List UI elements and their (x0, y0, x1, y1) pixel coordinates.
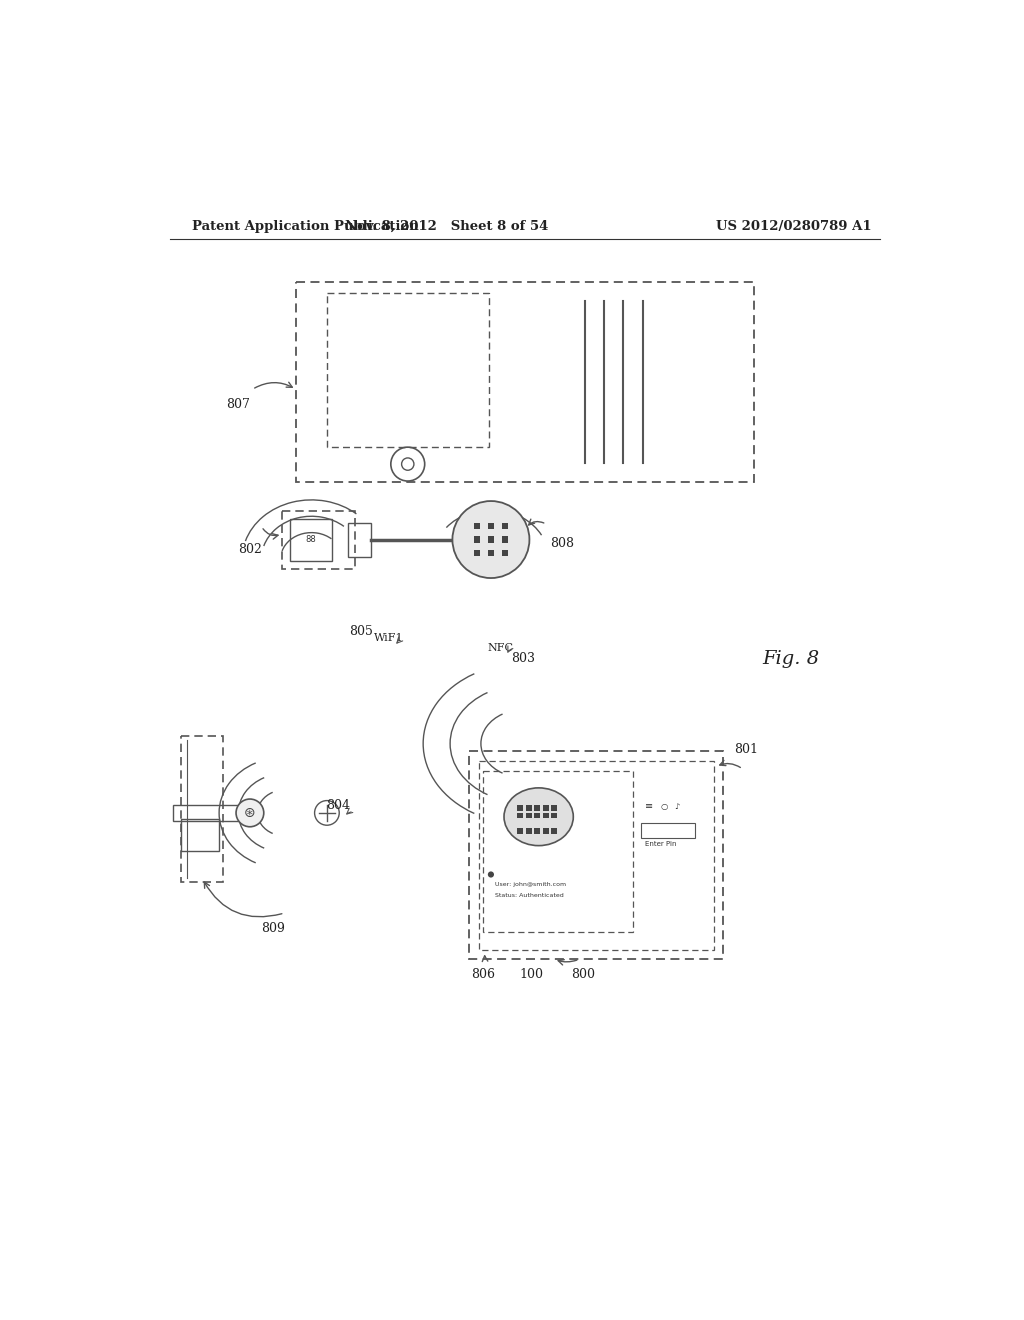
Circle shape (237, 799, 264, 826)
Bar (474, 536, 480, 543)
Bar (483, 771, 634, 932)
Bar (502, 536, 508, 543)
Bar (348, 523, 371, 557)
Bar (290, 519, 333, 561)
Text: 100: 100 (519, 968, 543, 981)
Bar (180, 737, 223, 882)
Text: 807: 807 (226, 399, 250, 412)
Text: ⊛: ⊛ (244, 807, 256, 820)
Text: ○: ○ (660, 803, 668, 810)
Bar (535, 829, 541, 834)
Text: Enter Pin: Enter Pin (645, 841, 677, 846)
Text: 802: 802 (238, 543, 262, 556)
Bar (283, 511, 355, 569)
Bar (551, 829, 557, 834)
Bar (327, 293, 488, 447)
Bar (551, 813, 557, 818)
Bar (173, 805, 258, 821)
Bar (502, 523, 508, 529)
Text: ≡: ≡ (645, 801, 653, 810)
Bar (525, 813, 531, 818)
Text: Fig. 8: Fig. 8 (762, 649, 819, 668)
Bar (487, 550, 494, 557)
Bar (474, 523, 480, 529)
Text: 800: 800 (571, 968, 595, 981)
Text: Status: Authenticated: Status: Authenticated (495, 892, 563, 898)
Bar (487, 536, 494, 543)
Bar (517, 829, 523, 834)
Bar (517, 813, 523, 818)
Bar (641, 822, 695, 838)
Bar (543, 813, 549, 818)
Circle shape (453, 502, 529, 578)
Text: 805: 805 (349, 626, 374, 639)
Text: NFC: NFC (487, 643, 513, 653)
Text: User: john@smith.com: User: john@smith.com (495, 882, 566, 887)
Bar (525, 829, 531, 834)
Bar (478, 760, 714, 950)
Bar (543, 829, 549, 834)
Text: US 2012/0280789 A1: US 2012/0280789 A1 (716, 219, 871, 232)
Bar (525, 805, 531, 810)
Circle shape (487, 871, 494, 878)
Text: 801: 801 (734, 743, 759, 756)
Bar (502, 550, 508, 557)
Bar (535, 805, 541, 810)
Bar (517, 805, 523, 810)
Text: ♪: ♪ (674, 803, 680, 810)
Text: WiF1: WiF1 (374, 634, 403, 643)
Bar (535, 813, 541, 818)
Text: 804: 804 (326, 799, 350, 812)
Text: Patent Application Publication: Patent Application Publication (193, 219, 419, 232)
Text: 806: 806 (471, 968, 496, 981)
Bar (180, 818, 219, 851)
Text: 808: 808 (550, 537, 574, 550)
Text: 803: 803 (511, 652, 536, 665)
Bar (551, 805, 557, 810)
Bar (487, 523, 494, 529)
Text: Nov. 8, 2012   Sheet 8 of 54: Nov. 8, 2012 Sheet 8 of 54 (344, 219, 548, 232)
Text: 88: 88 (305, 535, 316, 544)
Bar (296, 281, 755, 482)
Text: 809: 809 (261, 921, 285, 935)
Ellipse shape (504, 788, 573, 846)
Bar (474, 550, 480, 557)
Bar (469, 751, 724, 960)
Bar (543, 805, 549, 810)
